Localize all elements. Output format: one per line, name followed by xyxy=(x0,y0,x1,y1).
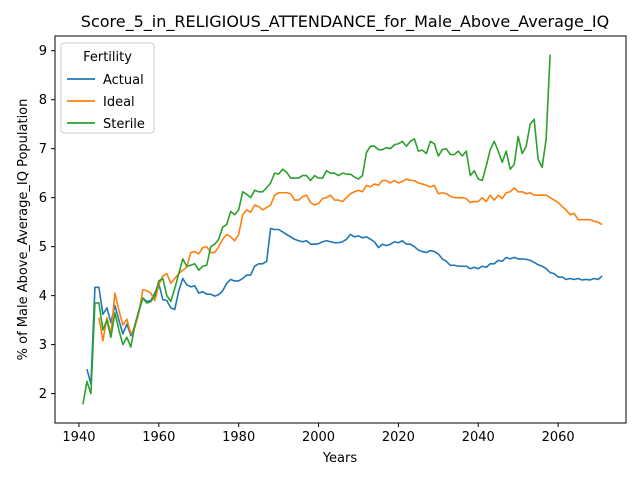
x-tick-label: 2020 xyxy=(382,430,415,445)
series-line-sterile xyxy=(82,54,551,405)
series-line-actual xyxy=(86,227,603,385)
y-tick-label: 2 xyxy=(39,387,47,402)
legend-label-actual: Actual xyxy=(103,73,144,88)
y-tick-label: 8 xyxy=(39,93,47,108)
y-tick-label: 3 xyxy=(39,338,47,353)
y-tick-label: 6 xyxy=(39,191,47,206)
y-axis-label: % of Male Above_Average_IQ Population xyxy=(16,99,31,361)
y-tick-label: 7 xyxy=(39,142,47,157)
y-tick-label: 9 xyxy=(39,44,47,59)
x-tick-label: 2040 xyxy=(462,430,495,445)
x-tick-label: 1960 xyxy=(142,430,175,445)
series-layer xyxy=(82,54,603,405)
x-tick-label: 1940 xyxy=(62,430,95,445)
x-tick-label: 2000 xyxy=(302,430,335,445)
plot-area xyxy=(82,54,603,405)
legend-label-sterile: Sterile xyxy=(103,117,145,132)
legend-title: Fertility xyxy=(83,50,132,65)
axes-layer: 1940 1960 1980 2000 2020 2040 2060 2 3 4 5 6 7 8 9 xyxy=(39,44,575,445)
x-tick-label: 1980 xyxy=(222,430,255,445)
legend-box xyxy=(60,42,155,134)
legend: Fertility Actual Ideal Sterile xyxy=(60,42,155,134)
x-tick-label: 2060 xyxy=(542,430,575,445)
legend-label-ideal: Ideal xyxy=(103,95,135,110)
chart-title: Score_5_in_RELIGIOUS_ATTENDANCE_for_Male… xyxy=(81,12,609,32)
y-tick-label: 4 xyxy=(39,289,47,304)
y-tick-label: 5 xyxy=(39,240,47,255)
plot-frame xyxy=(54,35,627,424)
x-axis-label: Years xyxy=(322,451,358,466)
series-line-ideal xyxy=(98,178,603,342)
